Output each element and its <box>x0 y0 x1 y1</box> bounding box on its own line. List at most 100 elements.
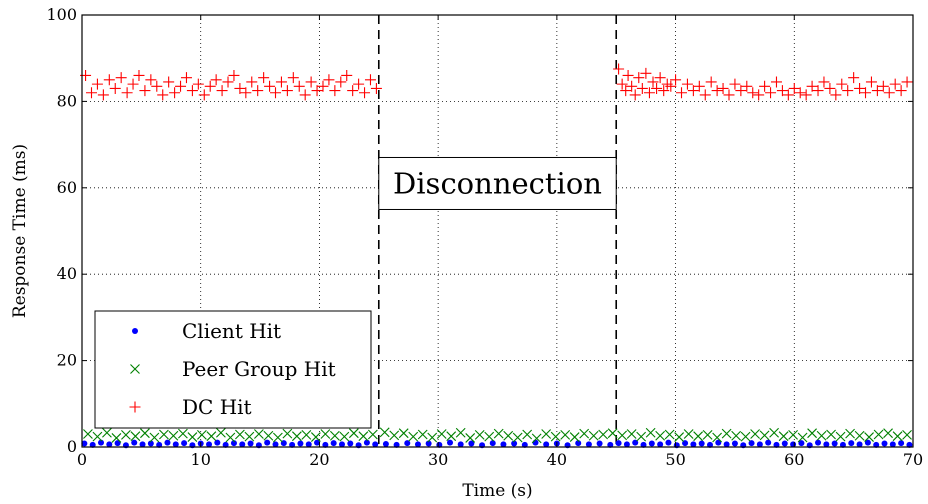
data-point <box>398 428 409 439</box>
data-point <box>906 441 913 448</box>
data-point <box>370 82 382 94</box>
data-point <box>645 427 656 438</box>
x-tick-label: 70 <box>903 450 923 469</box>
data-point <box>291 431 302 442</box>
data-point <box>690 441 697 448</box>
data-point <box>247 440 254 447</box>
data-point <box>824 82 836 94</box>
data-point <box>474 430 485 440</box>
data-point <box>579 428 590 439</box>
data-point <box>636 431 647 442</box>
data-point <box>297 440 304 447</box>
y-tick-label: 0 <box>67 437 77 456</box>
data-point <box>835 431 846 442</box>
data-point <box>425 440 432 447</box>
data-point <box>121 87 133 99</box>
data-point <box>693 431 704 442</box>
data-point <box>769 427 779 438</box>
axis-ticks: 0 10 20 30 40 50 60 70 0 20 40 60 80 100 <box>46 5 923 469</box>
data-point <box>729 78 741 90</box>
data-point <box>806 80 818 92</box>
data-point <box>157 89 169 101</box>
data-point <box>363 439 370 446</box>
data-point <box>347 85 359 97</box>
data-point <box>711 85 723 97</box>
data-point <box>731 430 742 441</box>
data-point <box>636 82 648 94</box>
data-point <box>311 85 323 97</box>
data-point <box>358 431 369 442</box>
data-point <box>338 441 345 448</box>
data-point <box>85 87 97 99</box>
data-point <box>569 432 580 442</box>
data-point <box>647 76 659 88</box>
data-point <box>389 430 400 441</box>
data-point <box>317 80 329 92</box>
data-point <box>702 430 713 440</box>
data-point <box>353 78 365 90</box>
data-point <box>629 89 641 101</box>
data-point <box>873 429 884 440</box>
x-tick-label: 30 <box>428 450 448 469</box>
data-point <box>164 439 171 446</box>
data-point <box>281 85 293 97</box>
legend-marker <box>130 364 140 374</box>
legend-label: Peer Group Hit <box>182 357 336 381</box>
data-point <box>842 85 854 97</box>
data-point <box>210 74 222 86</box>
data-point <box>877 80 889 92</box>
data-point <box>493 428 504 439</box>
legend-box <box>94 310 372 429</box>
data-point <box>658 85 670 97</box>
data-point <box>159 429 169 440</box>
data-point <box>181 440 188 447</box>
data-point <box>187 432 198 442</box>
data-point <box>741 80 753 92</box>
data-point <box>379 427 390 438</box>
data-point <box>778 431 789 442</box>
annotation-box <box>378 156 617 210</box>
data-point <box>794 87 806 99</box>
data-point <box>121 430 131 440</box>
data-point <box>826 429 836 440</box>
data-point <box>541 429 552 439</box>
data-point <box>532 439 539 446</box>
data-point <box>272 441 279 448</box>
data-point <box>626 80 638 92</box>
data-point <box>139 441 146 448</box>
data-point <box>864 439 871 446</box>
data-point <box>816 430 827 441</box>
data-point <box>222 441 229 448</box>
data-point <box>109 82 121 94</box>
data-point <box>282 428 293 439</box>
x-tick-label: 10 <box>191 450 211 469</box>
data-point <box>239 441 246 448</box>
data-point <box>115 72 127 84</box>
data-point <box>588 430 599 441</box>
data-point <box>289 441 296 448</box>
data-point <box>216 427 226 438</box>
data-point <box>648 440 655 447</box>
data-point <box>414 441 421 448</box>
data-point <box>723 89 735 101</box>
data-point <box>607 441 614 448</box>
data-point <box>854 82 866 94</box>
data-point <box>89 441 96 448</box>
data-point <box>106 441 113 448</box>
y-tick-label: 100 <box>46 5 77 24</box>
data-point <box>640 67 652 79</box>
disconnection-annotation: Disconnection <box>378 156 617 210</box>
data-point <box>770 76 782 88</box>
legend-label: DC Hit <box>182 395 252 419</box>
data-point <box>436 429 447 439</box>
plot-frame <box>81 14 914 448</box>
data-point <box>873 441 880 448</box>
data-point <box>831 440 838 447</box>
data-point <box>244 431 255 442</box>
data-point <box>320 429 331 439</box>
data-point <box>598 429 609 440</box>
data-point <box>427 432 438 443</box>
data-point <box>222 76 234 88</box>
data-point <box>633 72 645 84</box>
